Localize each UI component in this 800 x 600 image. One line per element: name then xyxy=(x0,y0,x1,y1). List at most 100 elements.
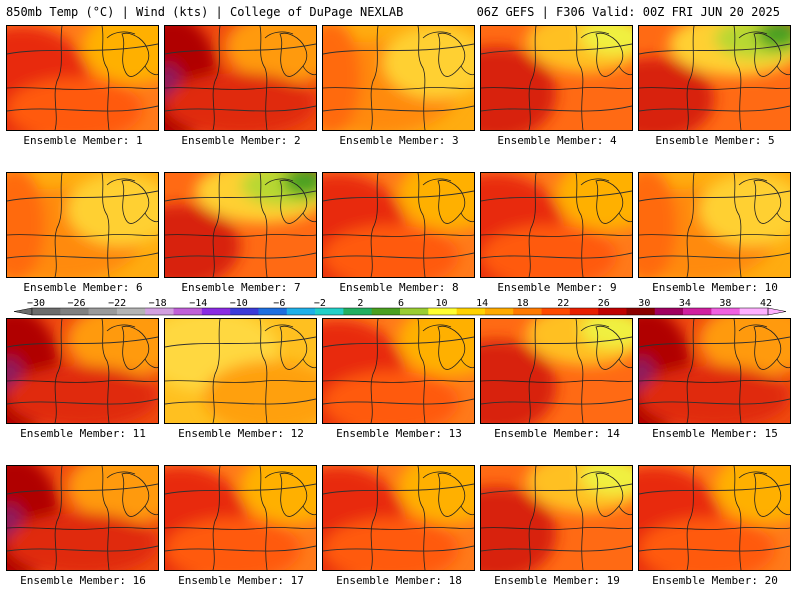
geographic-boundary xyxy=(575,466,584,570)
colorbar-tick-label: −10 xyxy=(230,298,248,309)
colorbar-min-arrow xyxy=(13,307,33,316)
ensemble-member-map xyxy=(480,172,633,278)
colorbar-tick-label: 38 xyxy=(719,298,731,309)
temperature-field xyxy=(639,466,790,570)
ensemble-member-label: Ensemble Member: 8 xyxy=(339,281,459,294)
temperature-field xyxy=(165,319,316,423)
temperature-field xyxy=(481,319,632,423)
geographic-boundary xyxy=(618,505,632,516)
colorbar-segment xyxy=(654,308,684,315)
ensemble-member-label: Ensemble Member: 17 xyxy=(178,574,304,587)
colorbar-segment xyxy=(173,308,203,315)
geographic-boundary xyxy=(738,178,768,186)
height-contour xyxy=(481,43,632,55)
temperature-region xyxy=(165,204,241,277)
ensemble-member-map xyxy=(638,318,791,424)
geographic-boundary xyxy=(686,319,695,423)
temperature-region xyxy=(580,466,632,496)
geographic-boundary xyxy=(460,65,474,76)
temperature-field xyxy=(165,466,316,570)
colorbar-tick-label: −14 xyxy=(189,298,207,309)
ensemble-member-map xyxy=(6,465,159,571)
geographic-boundary xyxy=(323,87,474,90)
temperature-field xyxy=(639,173,790,277)
colorbar-segment xyxy=(116,308,146,315)
geographic-boundary xyxy=(422,471,452,479)
ensemble-member-map xyxy=(322,172,475,278)
temperature-field xyxy=(481,173,632,277)
geographic-boundary xyxy=(733,173,742,277)
height-contour xyxy=(323,336,474,348)
colorbar-segment xyxy=(258,308,288,315)
colorbar-graphic: −30 −26 −22 −18 −14 −10 −6 −2 2 6 10 14 18 22 26 30 34 38… xyxy=(13,298,787,316)
ensemble-member-label: Ensemble Member: 15 xyxy=(652,427,778,440)
geographic-boundary xyxy=(776,358,790,369)
geographic-boundary xyxy=(528,26,537,130)
ensemble-member-map xyxy=(322,465,475,571)
geographic-boundary xyxy=(106,471,136,479)
height-contour xyxy=(7,545,158,552)
geographic-boundary xyxy=(259,173,268,277)
temperature-region xyxy=(398,319,474,377)
ensemble-member-label: Ensemble Member: 7 xyxy=(181,281,301,294)
ensemble-member-map xyxy=(6,25,159,131)
height-contour xyxy=(639,336,790,348)
geographic-boundary xyxy=(733,319,742,423)
geographic-boundary xyxy=(575,173,584,277)
geographic-boundary xyxy=(54,173,63,277)
ensemble-member-label: Ensemble Member: 14 xyxy=(494,427,620,440)
colorbar-segment xyxy=(598,308,627,315)
colorbar-max-arrow xyxy=(767,307,787,316)
temperature-field xyxy=(323,26,474,130)
height-contour xyxy=(481,483,632,495)
temperature-field xyxy=(7,26,158,130)
colorbar-tick-label: −18 xyxy=(149,298,167,309)
temperature-field xyxy=(165,26,316,130)
temperature-region xyxy=(398,173,474,231)
ensemble-member-label: Ensemble Member: 13 xyxy=(336,427,462,440)
height-contour xyxy=(165,398,316,405)
temperature-field xyxy=(323,319,474,423)
temperature-region xyxy=(699,173,790,246)
geographic-boundary xyxy=(738,324,768,332)
height-contour xyxy=(639,105,790,112)
height-contour xyxy=(165,545,316,552)
geographic-boundary xyxy=(144,212,158,223)
geographic-boundary xyxy=(259,319,268,423)
height-contour xyxy=(481,190,632,202)
temperature-field xyxy=(481,26,632,130)
height-contour xyxy=(323,190,474,202)
colorbar-segment xyxy=(484,308,514,315)
temperature-region xyxy=(323,518,459,570)
height-contour xyxy=(481,398,632,405)
geographic-boundary xyxy=(54,26,63,130)
ensemble-member-map xyxy=(164,25,317,131)
geographic-boundary xyxy=(580,471,610,479)
geographic-boundary xyxy=(686,173,695,277)
geographic-boundary xyxy=(639,380,790,383)
temperature-field xyxy=(7,173,158,277)
geographic-boundary xyxy=(54,319,63,423)
colorbar-tick-label: 34 xyxy=(679,298,691,309)
geographic-boundary xyxy=(481,87,632,90)
temperature-field xyxy=(639,26,790,130)
geographic-boundary xyxy=(639,527,790,530)
temperature-region xyxy=(481,225,617,277)
colorbar-segment xyxy=(201,308,231,315)
geographic-boundary xyxy=(165,380,316,383)
geographic-boundary xyxy=(370,319,379,423)
geographic-boundary xyxy=(686,26,695,130)
height-contour xyxy=(7,483,158,495)
geographic-boundary xyxy=(7,87,158,90)
temperature-region xyxy=(714,466,790,524)
ensemble-member-map xyxy=(638,465,791,571)
height-contour xyxy=(7,398,158,405)
colorbar-segment xyxy=(32,308,61,315)
geographic-boundary xyxy=(733,26,742,130)
geographic-boundary xyxy=(106,31,136,39)
height-contour xyxy=(639,43,790,55)
temperature-region xyxy=(282,173,316,196)
geographic-boundary xyxy=(639,234,790,237)
colorbar-segment xyxy=(60,308,89,315)
ensemble-member-label: Ensemble Member: 9 xyxy=(497,281,617,294)
